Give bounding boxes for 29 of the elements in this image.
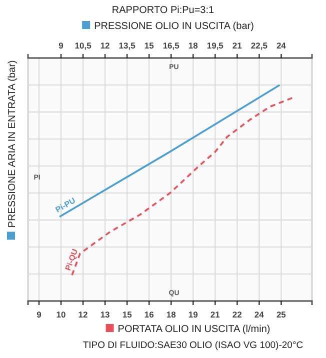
chart-title: RAPPORTO Pi:Pu=3:1 <box>112 5 215 16</box>
x2-tick-label: 24 <box>276 40 286 50</box>
x2-tick-label: 13,5 <box>118 40 136 50</box>
x2-tick-label: 10,5 <box>74 40 92 50</box>
x-tick-label: 24 <box>254 309 264 320</box>
y-axis-title: PRESSIONE ARIA IN ENTRATA (bar) <box>7 60 18 228</box>
x2-tick-label: 21 <box>232 40 242 50</box>
x-tick-label: 13 <box>100 309 110 320</box>
x-tick-label: 25 <box>276 309 286 320</box>
x2-tick-label: 22,5 <box>250 40 268 50</box>
x2-axis-title: PRESSIONE OLIO IN USCITA (bar) <box>94 21 254 32</box>
x2-tick-label: 19,5 <box>206 40 224 50</box>
x-axis-title: PORTATA OLIO IN USCITA (l/min) <box>118 324 270 335</box>
x-tick-label: 16 <box>144 309 154 320</box>
text: TIPO DI FLUIDO:SAE30 OLIO (ISAO VG 100)-20°C <box>82 340 304 351</box>
x2-tick-label: 9 <box>58 40 64 50</box>
x-tick-label: 18 <box>166 309 176 320</box>
text: Pi-QU <box>63 248 80 272</box>
x-tick-label: 19 <box>188 309 198 320</box>
x-tick-label: 21 <box>210 309 220 320</box>
x2-tick-label: 15 <box>144 40 154 50</box>
x2-tick-label: 18 <box>188 40 198 50</box>
x2-tick-label: 12 <box>100 40 110 50</box>
x-tick-label: 22 <box>232 309 242 320</box>
x-tick-label: 10 <box>56 309 66 320</box>
x-tick-label: 12 <box>78 309 88 320</box>
x-tick-label: 9 <box>36 309 42 320</box>
x-tick-label: 15 <box>122 309 132 320</box>
x2-tick-label: 16,5 <box>162 40 180 50</box>
